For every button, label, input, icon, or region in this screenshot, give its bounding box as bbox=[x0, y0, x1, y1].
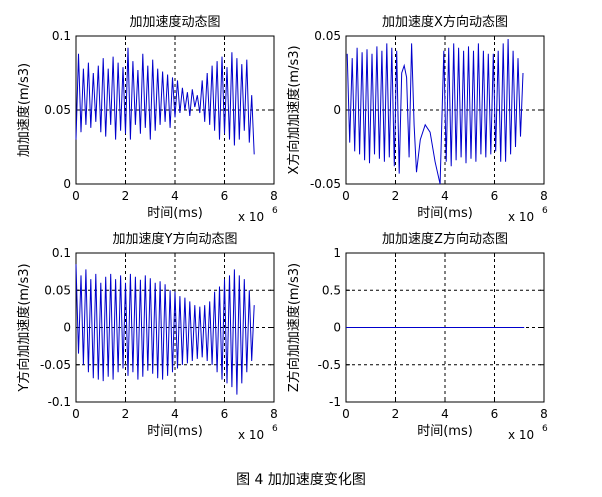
x-axis-exponent: 6 bbox=[542, 424, 548, 434]
series-line bbox=[75, 47, 255, 155]
y-tick-label: -0.05 bbox=[310, 177, 341, 191]
x-tick-label: 6 bbox=[491, 189, 499, 203]
x-tick-label: 8 bbox=[270, 407, 278, 421]
x-axis-exponent: 6 bbox=[272, 424, 278, 434]
x-tick-label: 8 bbox=[540, 189, 548, 203]
y-tick-label: -0.1 bbox=[48, 395, 71, 409]
x-axis-label: 时间(ms) bbox=[417, 424, 473, 439]
y-tick-label: -0.05 bbox=[40, 358, 71, 372]
x-tick-label: 2 bbox=[392, 189, 400, 203]
x-axis-exponent: 6 bbox=[542, 206, 548, 216]
x-tick-label: 4 bbox=[441, 407, 449, 421]
x-tick-label: 6 bbox=[221, 189, 229, 203]
x-tick-label: 4 bbox=[441, 189, 449, 203]
y-tick-label: 0.1 bbox=[52, 29, 71, 43]
x-tick-label: 0 bbox=[342, 407, 350, 421]
y-tick-label: -0.5 bbox=[318, 358, 341, 372]
y-tick-label: 0 bbox=[333, 103, 341, 117]
x-tick-label: 8 bbox=[270, 189, 278, 203]
chart-title: 加加速度X方向动态图 bbox=[382, 14, 508, 30]
x-axis-label: 时间(ms) bbox=[417, 206, 473, 221]
y-tick-label: -1 bbox=[329, 395, 341, 409]
x-axis-exponent-label: x 10 bbox=[508, 210, 534, 224]
x-tick-label: 4 bbox=[171, 407, 179, 421]
x-tick-label: 2 bbox=[122, 189, 130, 203]
x-tick-label: 0 bbox=[72, 189, 80, 203]
y-axis-label: Z方向加加速度(m/s3) bbox=[286, 263, 302, 392]
x-axis-exponent: 6 bbox=[272, 206, 278, 216]
y-tick-label: 0.05 bbox=[314, 29, 341, 43]
y-tick-label: 0 bbox=[63, 177, 71, 191]
chart-title: 加加速度Z方向动态图 bbox=[382, 231, 508, 247]
y-axis-label: Y方向加加速度(m/s3) bbox=[16, 263, 32, 392]
y-axis-label: 加加速度(m/s3) bbox=[16, 63, 32, 157]
x-tick-label: 6 bbox=[491, 407, 499, 421]
y-axis-label: X方向加加速度(m/s3) bbox=[286, 45, 302, 174]
x-axis-exponent-label: x 10 bbox=[238, 428, 264, 442]
x-tick-label: 8 bbox=[540, 407, 548, 421]
x-axis-label: 时间(ms) bbox=[147, 424, 203, 439]
x-tick-label: 4 bbox=[171, 189, 179, 203]
series-line bbox=[75, 264, 255, 395]
x-tick-label: 2 bbox=[122, 407, 130, 421]
x-tick-label: 2 bbox=[392, 407, 400, 421]
chart-title: 加加速度Y方向动态图 bbox=[113, 231, 238, 247]
x-tick-label: 6 bbox=[221, 407, 229, 421]
x-tick-label: 0 bbox=[72, 407, 80, 421]
x-axis-label: 时间(ms) bbox=[147, 206, 203, 221]
chart-title: 加加速度动态图 bbox=[129, 14, 220, 30]
figure-caption: 图 4 加加速度变化图 bbox=[236, 472, 366, 488]
x-axis-exponent-label: x 10 bbox=[508, 428, 534, 442]
y-tick-label: 0 bbox=[333, 321, 341, 335]
y-tick-label: 0 bbox=[63, 321, 71, 335]
x-axis-exponent-label: x 10 bbox=[238, 210, 264, 224]
y-tick-label: 1 bbox=[333, 246, 341, 260]
series-line bbox=[346, 38, 524, 185]
y-tick-label: 0.05 bbox=[44, 283, 71, 297]
y-tick-label: 0.05 bbox=[44, 103, 71, 117]
y-tick-label: 0.1 bbox=[52, 246, 71, 260]
y-tick-label: 0.5 bbox=[322, 283, 341, 297]
x-tick-label: 0 bbox=[342, 189, 350, 203]
